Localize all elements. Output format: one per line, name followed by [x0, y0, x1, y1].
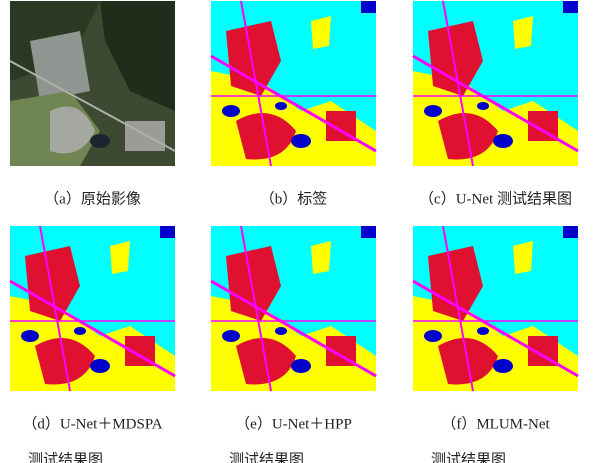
panel-caption: （e）U-Net＋HPP — [235, 415, 352, 432]
panel-caption: （c）U-Net 测试结果图 — [419, 190, 572, 207]
panel-caption: （b）标签 — [260, 190, 328, 207]
aerial-image — [10, 1, 175, 166]
panel-caption: 测试结果图 — [229, 451, 304, 463]
panel-caption: （f）MLUM-Net — [441, 415, 550, 432]
segmentation-image — [10, 226, 175, 391]
panel-caption: 测试结果图 — [431, 451, 506, 463]
panel-caption: （a）原始影像 — [44, 190, 141, 207]
segmentation-image — [413, 1, 578, 166]
segmentation-image — [211, 226, 376, 391]
segmentation-image — [413, 226, 578, 391]
segmentation-image — [211, 1, 376, 166]
panel-caption: （d）U-Net＋MDSPA — [22, 415, 162, 432]
figure: （a）原始影像 （b）标签 （c）U-Net 测试结果图 （d）U-Net＋MDSPA… — [0, 0, 602, 463]
panel-caption: 测试结果图 — [28, 451, 103, 463]
